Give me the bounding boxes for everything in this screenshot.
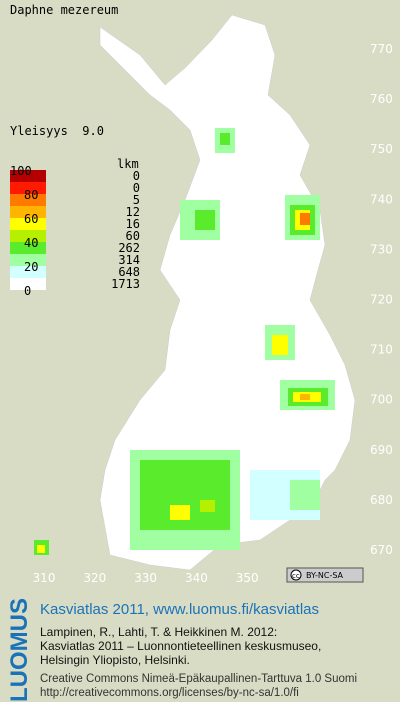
frequency: Yleisyys 9.0 [10, 124, 104, 138]
legend-swatch [10, 206, 46, 218]
legend-scale-label: 100 [10, 164, 32, 178]
x-label: 350 [236, 571, 259, 585]
legend-swatch [10, 278, 46, 290]
legend-count: 16 [126, 217, 140, 231]
legend-swatch [10, 230, 46, 242]
legend-count-title: lkm [117, 157, 139, 171]
legend-count: 0 [133, 169, 140, 183]
legend-swatch [10, 194, 46, 206]
y-label: 770 [370, 42, 393, 56]
legend-scale-label: 20 [24, 260, 38, 274]
license-line: http://creativecommons.org/licenses/by-n… [40, 687, 299, 699]
legend-scale-label: 60 [24, 212, 38, 226]
svg-text:cc: cc [292, 572, 300, 580]
citation-line: Lampinen, R., Lahti, T. & Heikkinen M. 2… [40, 625, 277, 639]
license-line: Creative Commons Nimeä-Epäkaupallinen-Ta… [40, 673, 357, 685]
legend-count: 5 [133, 193, 140, 207]
legend-count: 648 [118, 265, 140, 279]
citation-line: Helsingin Yliopisto, Helsinki. [40, 653, 190, 667]
legend-count: 0 [133, 181, 140, 195]
y-label: 760 [370, 92, 393, 106]
legend-count: 60 [126, 229, 140, 243]
legend-swatch [10, 254, 46, 266]
legend-count: 1713 [111, 277, 140, 291]
legend-scale-label: 80 [24, 188, 38, 202]
y-label: 750 [370, 142, 393, 156]
y-label: 700 [370, 393, 393, 407]
legend-swatch [10, 170, 46, 182]
y-label: 690 [370, 443, 393, 457]
y-label: 670 [370, 543, 393, 557]
legend-swatch [10, 218, 46, 230]
legend-scale-label: 0 [24, 284, 31, 298]
y-label: 720 [370, 293, 393, 307]
x-label: 340 [185, 571, 208, 585]
y-label: 680 [370, 493, 393, 507]
license-badge: cc BY-NC-SA [286, 567, 364, 583]
legend-count: 314 [118, 253, 140, 267]
badge-text: BY-NC-SA [306, 571, 344, 580]
occurrence-cells [34, 128, 335, 555]
legend-count: 262 [118, 241, 140, 255]
x-label: 330 [134, 571, 157, 585]
y-label: 730 [370, 242, 393, 256]
legend-swatch [10, 182, 46, 194]
footer: Lampinen, R., Lahti, T. & Heikkinen M. 2… [40, 625, 357, 699]
y-label: 710 [370, 343, 393, 357]
legend-count: 12 [126, 205, 140, 219]
x-label: 310 [33, 571, 56, 585]
citation-line: Kasviatlas 2011 – Luonnontieteellinen ke… [40, 639, 321, 653]
x-label: 320 [83, 571, 106, 585]
species-title: Daphne mezereum [10, 3, 118, 17]
logo: LUOMUS [6, 598, 33, 702]
footer-heading: Kasviatlas 2011, www.luomus.fi/kasviatla… [40, 601, 319, 618]
legend-swatch [10, 266, 46, 278]
y-label: 740 [370, 192, 393, 206]
legend-swatch [10, 242, 46, 254]
legend-scale-label: 40 [24, 236, 38, 250]
